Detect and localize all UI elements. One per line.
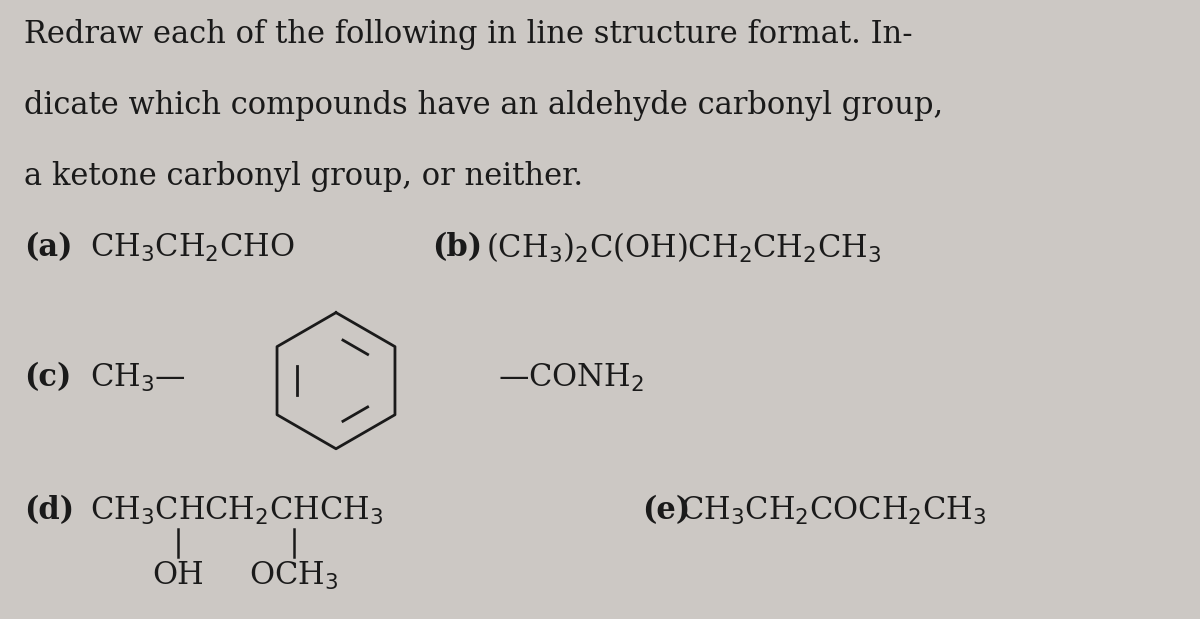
Text: CH$_3$CH$_2$COCH$_2$CH$_3$: CH$_3$CH$_2$COCH$_2$CH$_3$ (680, 495, 986, 527)
Text: (e): (e) (642, 495, 690, 526)
Text: CH$_3$—: CH$_3$— (90, 361, 186, 394)
Text: (a): (a) (24, 232, 72, 263)
Text: Redraw each of the following in line structure format. In-: Redraw each of the following in line str… (24, 19, 913, 50)
Text: (CH$_3$)$_2$C(OH)CH$_2$CH$_2$CH$_3$: (CH$_3$)$_2$C(OH)CH$_2$CH$_2$CH$_3$ (486, 230, 882, 265)
Text: (d): (d) (24, 495, 74, 526)
Text: —CONH$_2$: —CONH$_2$ (498, 361, 644, 394)
Text: (b): (b) (432, 232, 482, 263)
Text: OCH$_3$: OCH$_3$ (250, 560, 338, 592)
Text: OH: OH (151, 560, 204, 591)
Text: a ketone carbonyl group, or neither.: a ketone carbonyl group, or neither. (24, 161, 583, 192)
Text: CH$_3$CHCH$_2$CHCH$_3$: CH$_3$CHCH$_2$CHCH$_3$ (90, 495, 383, 527)
Text: dicate which compounds have an aldehyde carbonyl group,: dicate which compounds have an aldehyde … (24, 90, 943, 121)
Text: CH$_3$CH$_2$CHO: CH$_3$CH$_2$CHO (90, 232, 295, 264)
Text: (c): (c) (24, 362, 71, 393)
